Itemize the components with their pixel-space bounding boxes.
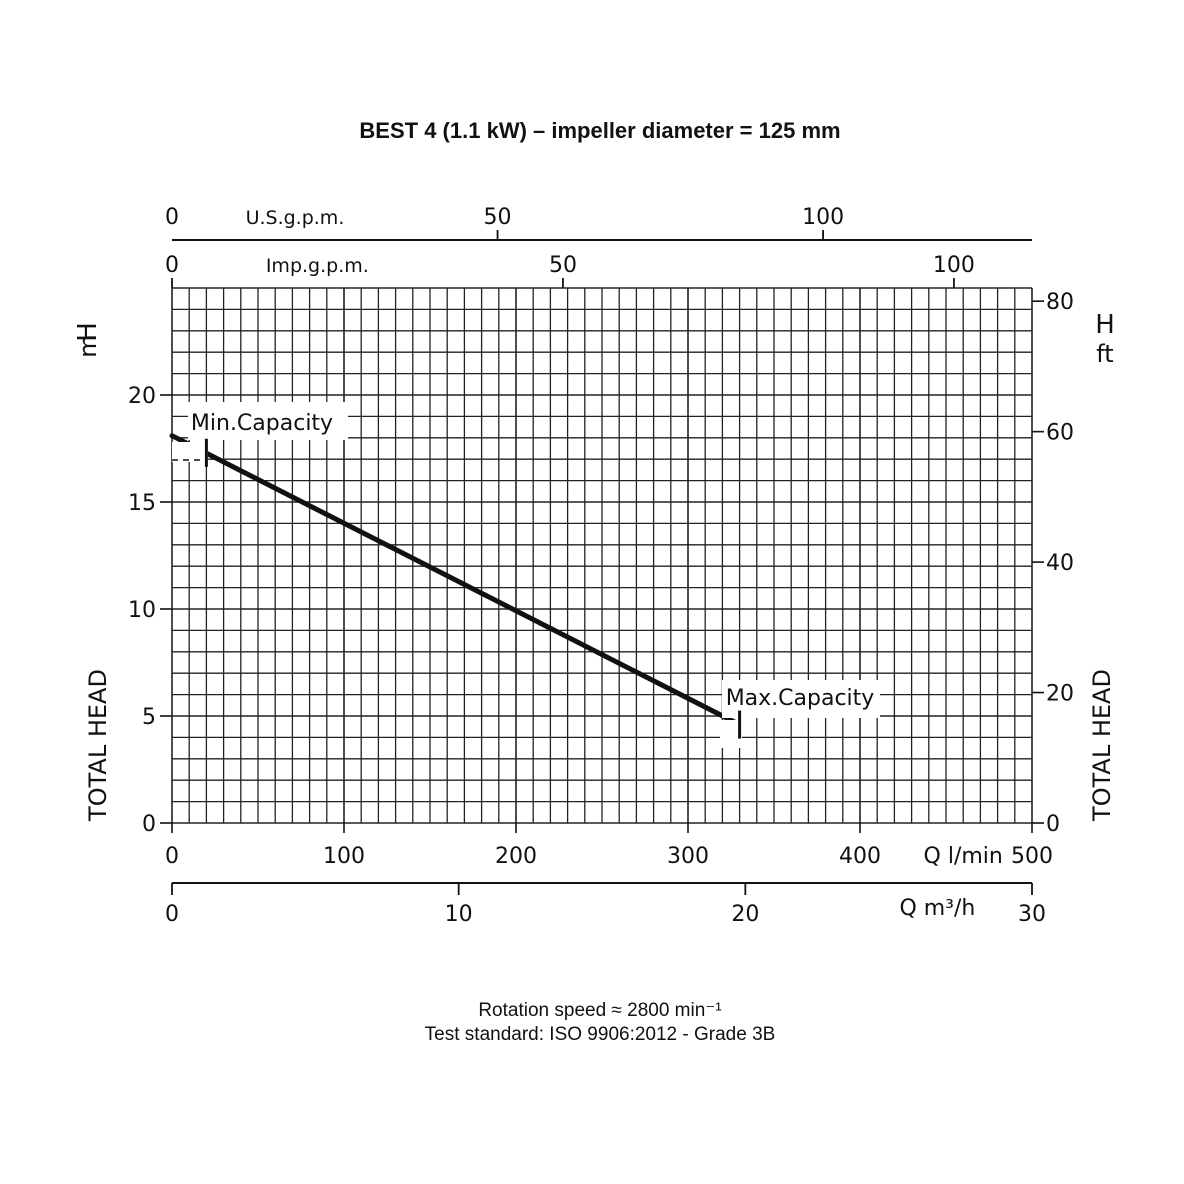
y-right-unit-h: H (1095, 310, 1115, 340)
head-curve (169, 433, 743, 728)
min-capacity-label: Min.Capacity (191, 411, 333, 436)
usgpm-tick-label: 0 (165, 205, 179, 230)
axes (160, 230, 1044, 895)
grid-lines (171, 287, 1033, 824)
min-capacity-label-bg (188, 402, 348, 440)
impgpm-tick-label: 100 (933, 253, 975, 278)
m3h-tick-label: 20 (731, 902, 759, 927)
y-left-axis-label: TOTAL HEAD (84, 669, 112, 822)
y-left-tick-label: 10 (128, 598, 156, 623)
y-right-tick-label: 0 (1046, 812, 1060, 837)
usgpm-tick-label: 50 (484, 205, 512, 230)
m3h-tick-label: 0 (165, 902, 179, 927)
y-left-unit-h: H (73, 322, 103, 342)
y-left-tick-label: 0 (142, 812, 156, 837)
rotation-speed-note: Rotation speed ≈ 2800 min⁻¹ (478, 1000, 722, 1021)
m3h-axis-label: Q m³/h (899, 896, 975, 921)
series-layer (169, 433, 743, 728)
y-right-tick-label: 80 (1046, 290, 1074, 315)
y-right-tick-label: 20 (1046, 682, 1074, 707)
y-left-tick-label: 15 (128, 491, 156, 516)
x-tick-label: 200 (495, 844, 537, 869)
y-left-tick-label: 20 (128, 384, 156, 409)
x-axis-label: Q l/min (924, 844, 1003, 869)
max-capacity-label-bg (722, 680, 880, 718)
y-right-unit-ft: ft (1096, 340, 1113, 368)
y-right-tick-label: 60 (1046, 421, 1074, 446)
y-left-unit-m: m (74, 334, 102, 357)
y-right-tick-label: 40 (1046, 551, 1074, 576)
x-tick-label: 0 (165, 844, 179, 869)
impgpm-tick-label: 0 (165, 253, 179, 278)
impgpm-tick-label: 50 (549, 253, 577, 278)
m3h-tick-label: 30 (1018, 902, 1046, 927)
usgpm-axis-label: U.S.g.p.m. (246, 207, 345, 229)
x-tick-label: 400 (839, 844, 881, 869)
x-tick-label: 500 (1011, 844, 1053, 869)
usgpm-tick-label: 100 (802, 205, 844, 230)
y-left-tick-label: 5 (142, 705, 156, 730)
x-tick-label: 100 (323, 844, 365, 869)
max-capacity-gap-bg (720, 720, 742, 748)
test-standard-note: Test standard: ISO 9906:2012 - Grade 3B (424, 1024, 776, 1045)
impgpm-axis-label: Imp.g.p.m. (266, 255, 369, 277)
max-capacity-label: Max.Capacity (726, 686, 875, 711)
annotations-layer: Min.Capacity Max.Capacity (172, 402, 880, 748)
y-right-axis-label: TOTAL HEAD (1088, 669, 1116, 822)
min-capacity-gap-bg (172, 442, 208, 462)
x-tick-label: 300 (667, 844, 709, 869)
chart-title: BEST 4 (1.1 kW) – impeller diameter = 12… (359, 118, 841, 143)
m3h-tick-label: 10 (445, 902, 473, 927)
